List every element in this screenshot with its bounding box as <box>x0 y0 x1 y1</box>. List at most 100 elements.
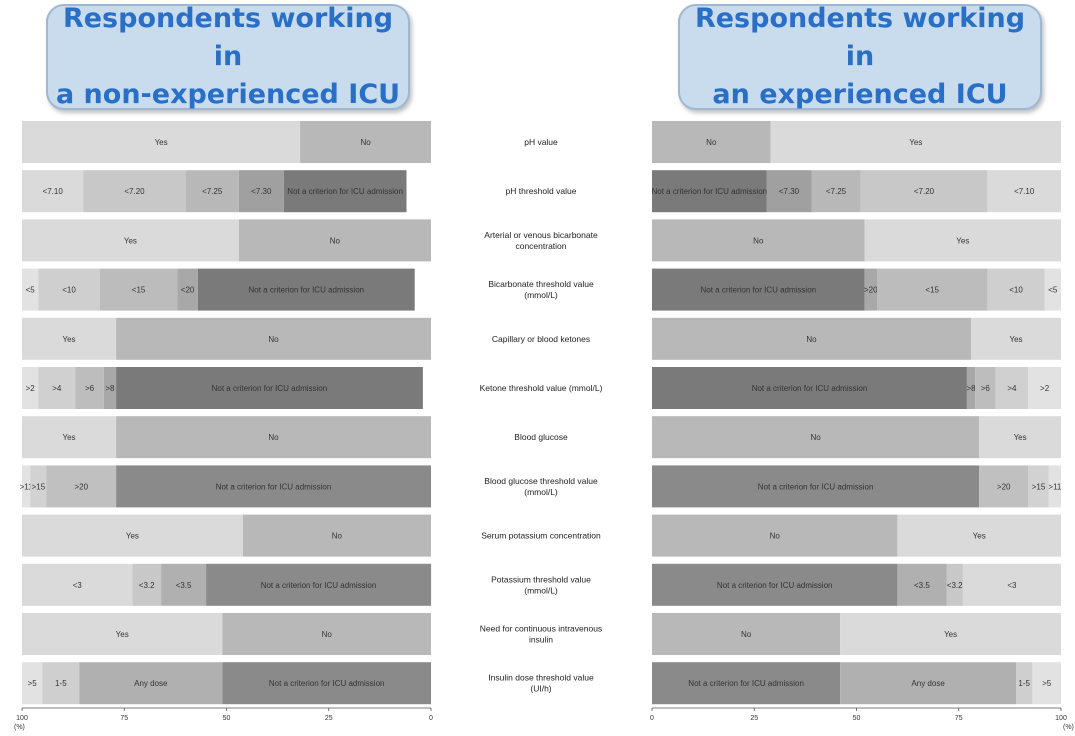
right-bar-segment <box>979 416 1061 459</box>
right-tick-label: 50 <box>853 715 861 722</box>
right-bar-segment <box>652 219 865 262</box>
right-bar-segment <box>864 268 877 311</box>
left-segment-label: <5 <box>26 286 36 295</box>
left-panel: Yes No <7.10 <7.20 <7.25 <7.30 Not a criterion… <box>20 121 432 705</box>
right-bar-segment <box>652 613 841 655</box>
right-segment-label: <3 <box>1007 581 1017 590</box>
right-bar-segment <box>652 563 898 606</box>
left-bar-segment <box>300 121 431 163</box>
left-bar-segment <box>238 219 431 262</box>
left-tick-label: 100 <box>16 715 28 722</box>
left-bar-segment <box>103 367 117 409</box>
row-label: pH threshold value <box>506 186 577 196</box>
right-bar-segment <box>1048 465 1061 508</box>
right-bar-segment <box>962 563 1061 606</box>
right-bar-segment <box>652 268 865 311</box>
right-bar-segment <box>770 121 1061 163</box>
left-bar-segment <box>46 465 116 508</box>
right-bar-segment <box>877 268 988 311</box>
right-bar-segment <box>987 268 1045 311</box>
right-bar-segment <box>840 662 1016 705</box>
left-unit-label: (%) <box>14 724 25 731</box>
left-bar-segment <box>22 170 84 213</box>
left-bar-segment <box>222 662 431 705</box>
left-segment-label: Not a criterion for ICU admission <box>269 679 385 688</box>
right-segment-label: <15 <box>925 286 939 295</box>
right-bar-segment <box>1044 268 1061 311</box>
right-bar-segment <box>1016 662 1033 705</box>
right-panel: No Yes Not a criterion for ICU admission <7… <box>652 121 1062 705</box>
left-segment-label: Not a criterion for ICU admission <box>212 384 328 393</box>
left-segment-label: <7.20 <box>124 187 145 196</box>
right-segment-label: Not a criterion for ICU admission <box>758 482 874 491</box>
left-segment-label: >8 <box>105 384 115 393</box>
left-segment-label: >20 <box>75 482 89 491</box>
left-tick-label: 75 <box>120 715 128 722</box>
row-label: Need for continuous intravenous insulin <box>480 624 602 645</box>
left-segment-label: >2 <box>26 384 36 393</box>
right-bar-segment <box>766 170 812 213</box>
left-bar-segment <box>283 170 407 213</box>
left-bar-segment <box>22 367 39 409</box>
left-bar-segment <box>79 662 223 705</box>
right-bar-segment <box>971 317 1061 360</box>
right-bar-segment <box>897 514 1061 557</box>
right-bar-segment <box>652 170 767 213</box>
right-segment-label: >2 <box>1040 384 1050 393</box>
left-panel-header: Respondents working in a non-experienced… <box>46 3 410 110</box>
right-tick-label: 0 <box>650 715 654 722</box>
left-segment-label: Any dose <box>134 679 168 688</box>
left-segment-label: No <box>322 630 333 639</box>
left-bar-segment <box>116 317 431 360</box>
right-header-line-2: an experienced ICU <box>712 79 1008 110</box>
right-segment-label: >8 <box>966 384 976 393</box>
right-segment-label: Not a criterion for ICU admission <box>688 679 804 688</box>
right-bar-segment <box>652 317 971 360</box>
right-segment-label: Yes <box>1014 433 1027 442</box>
left-bar-segment <box>22 121 301 163</box>
left-bar-segment <box>161 563 207 606</box>
right-bar-segment <box>897 563 947 606</box>
right-bar-segment <box>1028 367 1061 409</box>
left-bar-segment <box>22 563 133 606</box>
left-tick-label: 0 <box>429 715 433 722</box>
right-segment-label: >5 <box>1042 679 1052 688</box>
right-bar-segment <box>840 613 1061 655</box>
left-segment-label: >11 <box>20 482 34 491</box>
right-segment-label: <10 <box>1009 286 1023 295</box>
right-segment-label: <3.5 <box>914 581 930 590</box>
right-bar-segment <box>652 662 841 705</box>
right-header-line-1: Respondents working in <box>694 3 1026 72</box>
left-bar-segment <box>22 465 31 508</box>
left-bar-segment <box>22 416 117 459</box>
left-segment-label: >6 <box>85 384 95 393</box>
left-bar-segment <box>83 170 186 213</box>
left-bar-segment <box>22 317 117 360</box>
left-segment-label: <3.2 <box>139 581 155 590</box>
row-label: Bicarbonate threshold value (mmol/L) <box>488 279 594 300</box>
right-bar-segment <box>652 514 898 557</box>
right-segment-label: No <box>753 236 764 245</box>
right-bar-segment <box>975 367 996 409</box>
left-segment-label: Not a criterion for ICU admission <box>216 482 332 491</box>
left-bar-segment <box>222 613 431 655</box>
row-label: Blood glucose threshold value (mmol/L) <box>484 476 598 497</box>
left-bar-segment <box>238 170 284 213</box>
left-segment-label: <3.5 <box>176 581 192 590</box>
left-bar-segment <box>22 514 243 557</box>
left-bar-segment <box>22 613 223 655</box>
left-tick-label: 25 <box>325 715 333 722</box>
right-segment-label: No <box>741 630 752 639</box>
left-segment-label: Not a criterion for ICU admission <box>287 187 403 196</box>
left-segment-label: No <box>330 236 341 245</box>
right-segment-label: >20 <box>997 482 1011 491</box>
left-bar-segment <box>197 268 415 311</box>
left-segment-label: Yes <box>155 138 168 147</box>
right-segment-label: Not a criterion for ICU admission <box>752 384 868 393</box>
left-segment-label: >15 <box>32 482 46 491</box>
right-bar-segment <box>652 121 771 163</box>
left-x-axis: 100 75 50 25 0 (%) <box>14 707 433 731</box>
left-segment-label: 1-5 <box>55 679 67 688</box>
right-segment-label: Yes <box>973 532 986 541</box>
